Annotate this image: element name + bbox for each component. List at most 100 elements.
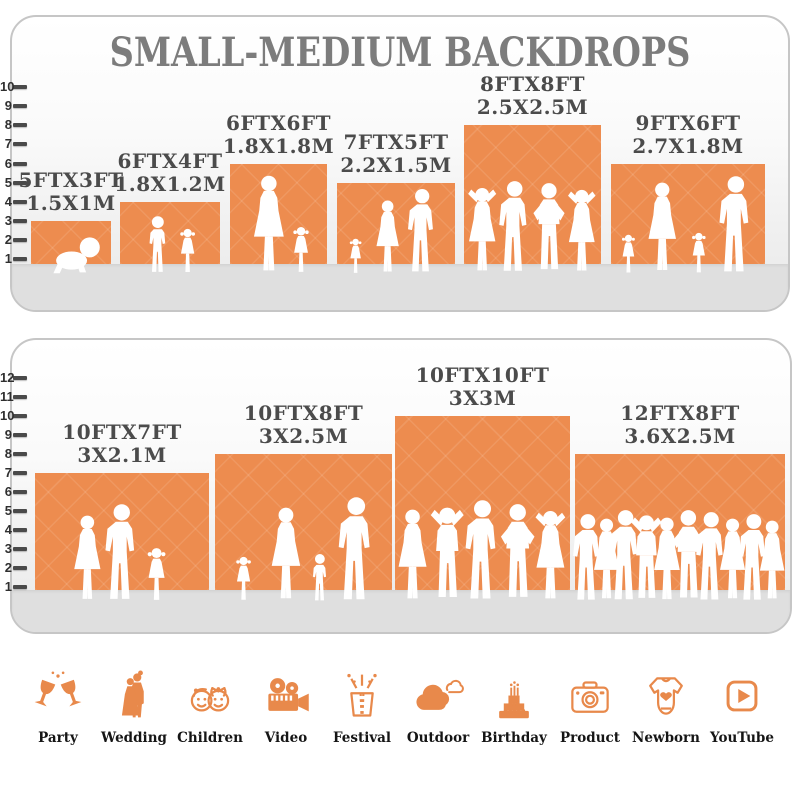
girl-silhouette [234, 556, 253, 602]
category-label: Outdoor [406, 730, 470, 746]
ruler-number: 8 [4, 446, 12, 461]
ruler-tick [13, 123, 27, 128]
category-row: Party Wedding Children Video Festival Ou… [0, 660, 800, 770]
floor-strip [12, 590, 790, 632]
category-video: Video [250, 660, 322, 770]
ruler-tick [13, 452, 27, 456]
party-icon [32, 660, 84, 722]
man-silhouette [335, 496, 378, 602]
category-label: YouTube [710, 730, 774, 746]
ruler-tick [13, 566, 27, 570]
size-meters-text: 3X2.5M [258, 424, 349, 448]
size-meters-text: 3X3M [448, 386, 517, 410]
ruler-tick [13, 490, 27, 494]
ruler-number: 11 [0, 389, 14, 404]
ruler-tick [13, 161, 27, 166]
size-feet-text: 10FTX10FT [415, 363, 550, 387]
size-meters-text: 2.7X1.8M [632, 133, 744, 158]
size-feet-text: 10FTX8FT [243, 401, 364, 425]
backdrop-size-label: 5FTX3FT 1.5X1M [0, 168, 166, 215]
woman-silhouette [69, 515, 106, 602]
girl-silhouette [178, 228, 197, 274]
category-label: Children [177, 730, 243, 746]
ruler-number: 12 [0, 370, 15, 385]
ruler-number: 9 [4, 427, 12, 442]
backdrop-bar [120, 201, 220, 264]
ruler-number: 6 [4, 155, 12, 171]
backdrop-size-label: 10FTX8FT 3X2.5M [209, 402, 399, 448]
size-meters-text: 2.2X1.5M [340, 152, 452, 177]
outdoor-icon [412, 660, 464, 722]
category-label: Video [264, 730, 308, 746]
backdrop-size-label: 6FTX4FT 1.8X1.2M [75, 149, 265, 196]
size-meters-text: 1.5X1M [26, 190, 116, 215]
panel-small-medium-backdrops: SMALL-MEDIUM BACKDROPS 1 2 3 4 5 6 7 8 9 10 5FTX3F… [0, 15, 790, 312]
ruler-tick [13, 395, 27, 399]
birthday-icon [488, 660, 540, 722]
ruler-tick [13, 237, 27, 242]
wedding-icon [108, 660, 160, 722]
ruler-tick [13, 547, 27, 551]
category-party: Party [22, 660, 94, 770]
category-outdoor: Outdoor [402, 660, 474, 770]
category-birthday: Birthday [478, 660, 550, 770]
size-feet-text: 12FTX8FT [620, 401, 740, 425]
backdrop-size-label: 12FTX8FT 3.6X2.5M [585, 402, 775, 448]
ruler-tick [13, 433, 27, 437]
ruler-tick [13, 585, 27, 589]
category-wedding: Wedding [98, 660, 170, 770]
ruler-tick [13, 528, 27, 532]
woman-silhouette [643, 182, 682, 274]
category-label: Birthday [481, 730, 547, 746]
backdrop-size-label: 7FTX5FT 2.2X1.5M [301, 129, 491, 177]
woman-silhouette [372, 200, 403, 274]
ruler-tick [13, 218, 27, 223]
ruler-tick [13, 104, 27, 109]
category-label: Festival [332, 730, 392, 746]
ruler-tick [13, 199, 27, 204]
boy-silhouette [146, 215, 170, 274]
category-youtube: YouTube [706, 660, 778, 770]
backdrop-size-label: 9FTX6FT 2.7X1.8M [593, 110, 783, 158]
youtube-icon [716, 660, 768, 722]
category-product: Product [554, 660, 626, 770]
ruler-tick [13, 414, 27, 418]
festival-icon [336, 660, 388, 722]
woman-silhouette [248, 175, 290, 274]
video-icon [260, 660, 312, 722]
ruler-tick [13, 257, 27, 261]
ruler-number: 3 [4, 212, 12, 228]
backdrop-size-label: 10FTX7FT 3X2.1M [27, 421, 217, 467]
size-meters-text: 1.8X1.2M [114, 171, 226, 196]
category-label: Newborn [632, 730, 700, 746]
ruler-tick [13, 509, 27, 513]
floor-strip [12, 264, 788, 310]
girl-silhouette [690, 232, 708, 274]
ruler-number: 10 [0, 408, 15, 423]
size-meters-text: 2.5X2.5M [476, 95, 589, 120]
size-meters-text: 1.8X1.8M [222, 133, 335, 158]
size-feet-text: 7FTX5FT [343, 129, 449, 154]
ruler-tick [13, 142, 27, 147]
ruler-number: 7 [4, 465, 12, 480]
woman-up-silhouette [529, 509, 572, 602]
children-icon [184, 660, 236, 722]
ruler-number: 2 [4, 231, 12, 247]
size-meters-text: 3X2.1M [77, 443, 167, 467]
ruler-number: 8 [4, 117, 12, 133]
newborn-icon [640, 660, 692, 722]
backdrop-size-label: 10FTX10FT 3X3M [388, 364, 578, 410]
ruler-number: 4 [4, 193, 12, 209]
category-festival: Festival [326, 660, 398, 770]
girl-silhouette [145, 547, 168, 602]
girl-silhouette [348, 238, 363, 274]
size-feet-text: 9FTX6FT [635, 110, 741, 135]
ruler-number: 2 [4, 560, 12, 575]
category-newborn: Newborn [630, 660, 702, 770]
girl-silhouette [291, 226, 311, 274]
man-silhouette [716, 175, 756, 274]
size-feet-text: 8FTX8FT [479, 72, 585, 97]
ruler-number: 7 [4, 136, 12, 152]
ruler-number: 1 [4, 579, 12, 594]
